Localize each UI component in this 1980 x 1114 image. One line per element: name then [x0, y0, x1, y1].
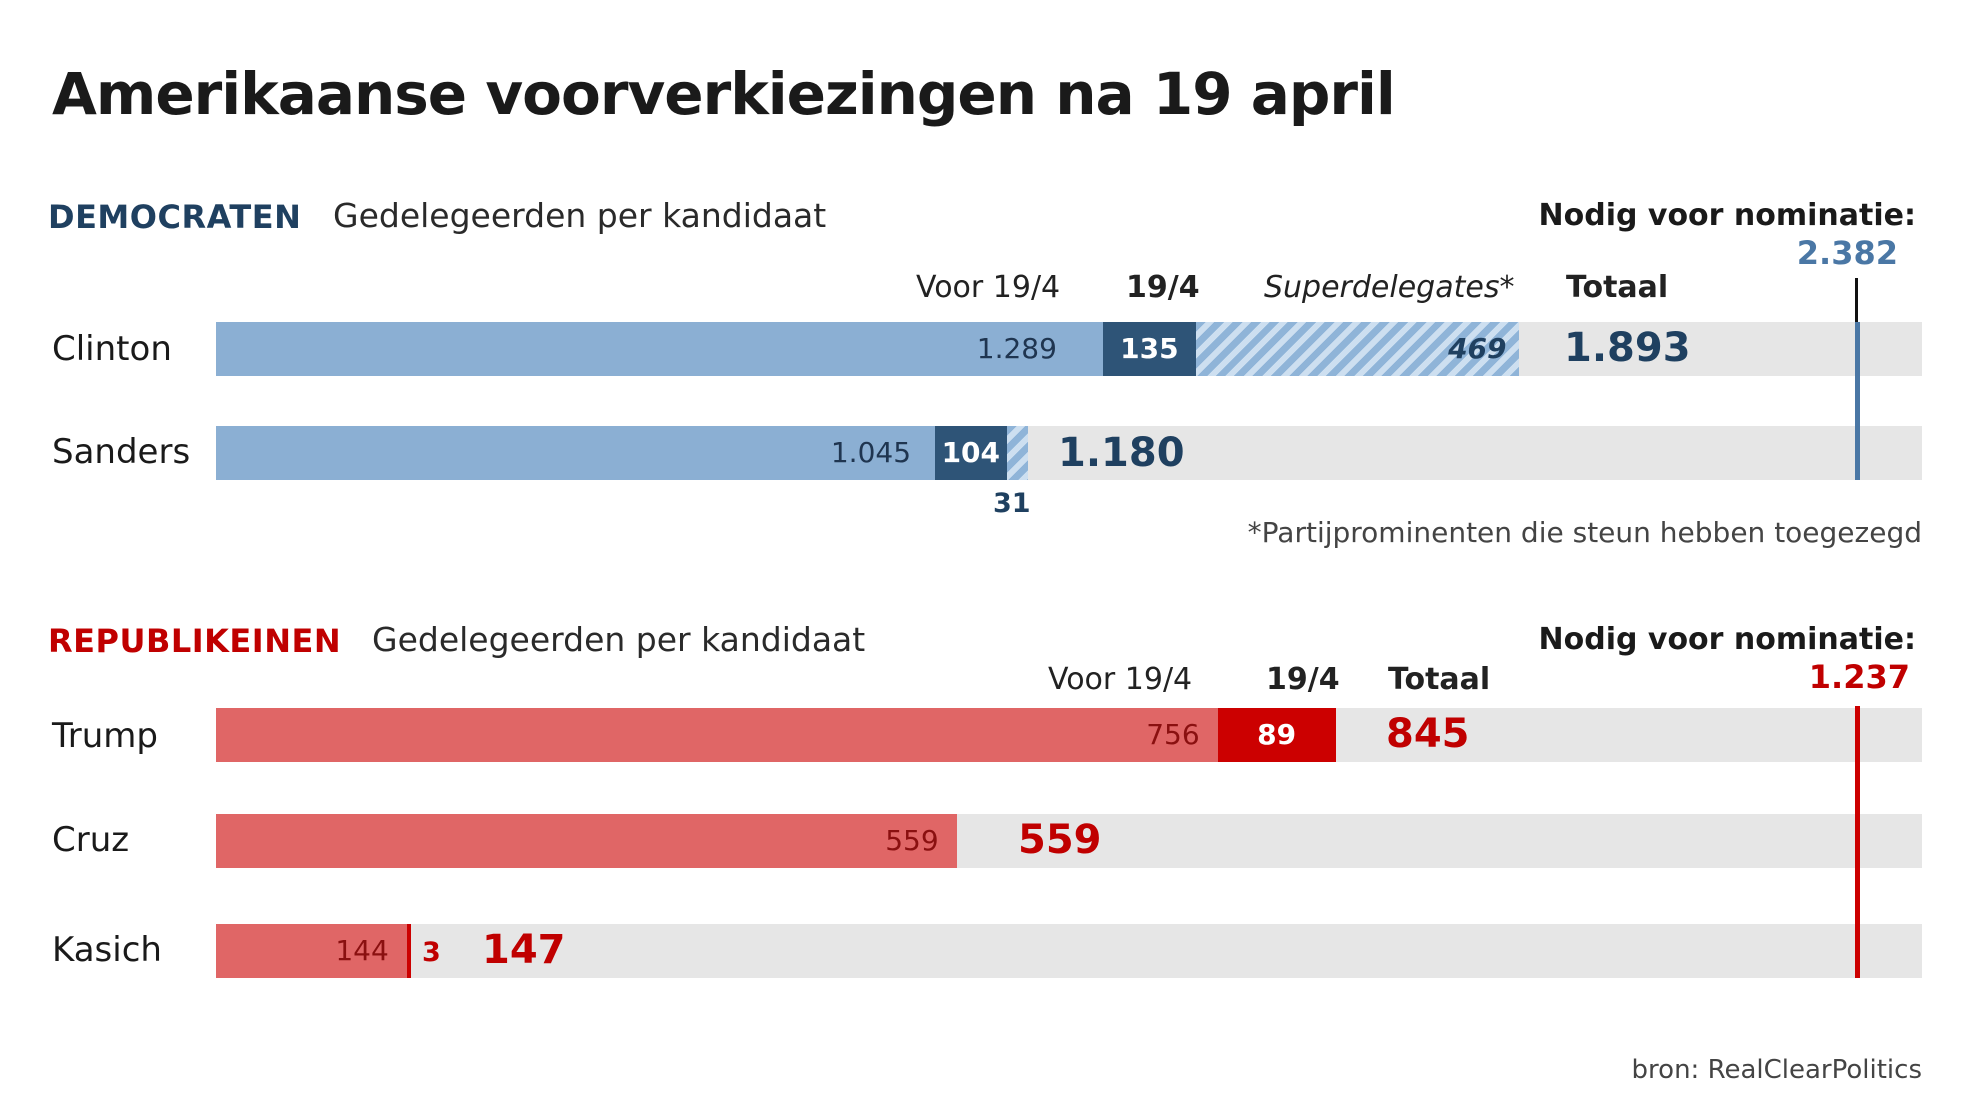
value-super-sanders: 31 [993, 488, 1031, 519]
rep-col-total: Totaal [1388, 662, 1491, 697]
bar-before-clinton: 1.289 [216, 322, 1103, 376]
total-clinton: 1.893 [1564, 325, 1691, 371]
rep-subtitle: Gedelegeerden per kandidaat [372, 620, 866, 659]
bar-before-trump: 756 [216, 708, 1218, 762]
bar-super-clinton: 469 [1195, 322, 1519, 376]
bar-track-kasich: 144 [216, 924, 1922, 978]
value-day-trump: 89 [1257, 718, 1297, 751]
value-before-cruz: 559 [885, 824, 939, 857]
rep-needed-label: Nodig voor nominatie: [1538, 622, 1917, 657]
dem-footnote: *Partijprominenten die steun hebben toeg… [1247, 516, 1922, 549]
value-day-clinton: 135 [1120, 332, 1179, 365]
candidate-name-kasich: Kasich [52, 930, 162, 970]
dem-col-super: Superdelegates* [1264, 270, 1515, 305]
value-day-kasich: 3 [422, 937, 441, 968]
total-kasich: 147 [482, 927, 566, 973]
bar-before-sanders: 1.045 [216, 426, 936, 480]
dem-col-total: Totaal [1566, 270, 1669, 305]
dem-col-day: 19/4 [1126, 270, 1200, 305]
dem-threshold-tick [1855, 278, 1858, 324]
value-super-clinton: 469 [1448, 332, 1507, 365]
bar-before-kasich: 144 [216, 924, 407, 978]
source-note: bron: RealClearPolitics [1631, 1055, 1922, 1085]
bar-super-sanders [1006, 426, 1028, 480]
bar-track-clinton: 1.289 135 469 [216, 322, 1922, 376]
candidate-name-clinton: Clinton [52, 329, 172, 369]
dem-needed-value: 2.382 [1796, 234, 1898, 272]
value-before-sanders: 1.045 [830, 436, 912, 469]
bar-track-sanders: 1.045 104 [216, 426, 1922, 480]
dem-threshold-line [1855, 322, 1860, 480]
dem-needed-label: Nodig voor nominatie: [1538, 198, 1917, 233]
rep-threshold-line [1855, 706, 1860, 978]
rep-col-before: Voor 19/4 [1048, 662, 1193, 697]
rep-needed-value: 1.237 [1808, 658, 1910, 696]
total-sanders: 1.180 [1058, 430, 1185, 476]
bar-track-cruz: 559 [216, 814, 1922, 868]
value-before-kasich: 144 [335, 934, 389, 967]
bar-before-cruz: 559 [216, 814, 957, 868]
value-before-trump: 756 [1146, 718, 1200, 751]
candidate-name-cruz: Cruz [52, 820, 130, 860]
candidate-name-sanders: Sanders [52, 432, 191, 472]
bar-day-sanders: 104 [935, 426, 1007, 480]
total-cruz: 559 [1018, 817, 1102, 863]
value-day-sanders: 104 [941, 436, 1001, 469]
value-before-clinton: 1.289 [976, 332, 1057, 365]
candidate-name-trump: Trump [52, 716, 159, 756]
dem-col-before: Voor 19/4 [916, 270, 1061, 305]
chart-title: Amerikaanse voorverkiezingen na 19 april [52, 60, 1396, 128]
bar-track-trump: 756 89 [216, 708, 1922, 762]
bar-day-clinton: 135 [1102, 322, 1196, 376]
total-trump: 845 [1386, 711, 1470, 757]
bar-day-kasich [406, 924, 411, 978]
rep-party-label: REPUBLIKEINEN [48, 622, 342, 660]
dem-party-label: DEMOCRATEN [48, 198, 302, 236]
dem-subtitle: Gedelegeerden per kandidaat [333, 196, 827, 235]
bar-day-trump: 89 [1217, 708, 1336, 762]
rep-col-day: 19/4 [1266, 662, 1340, 697]
